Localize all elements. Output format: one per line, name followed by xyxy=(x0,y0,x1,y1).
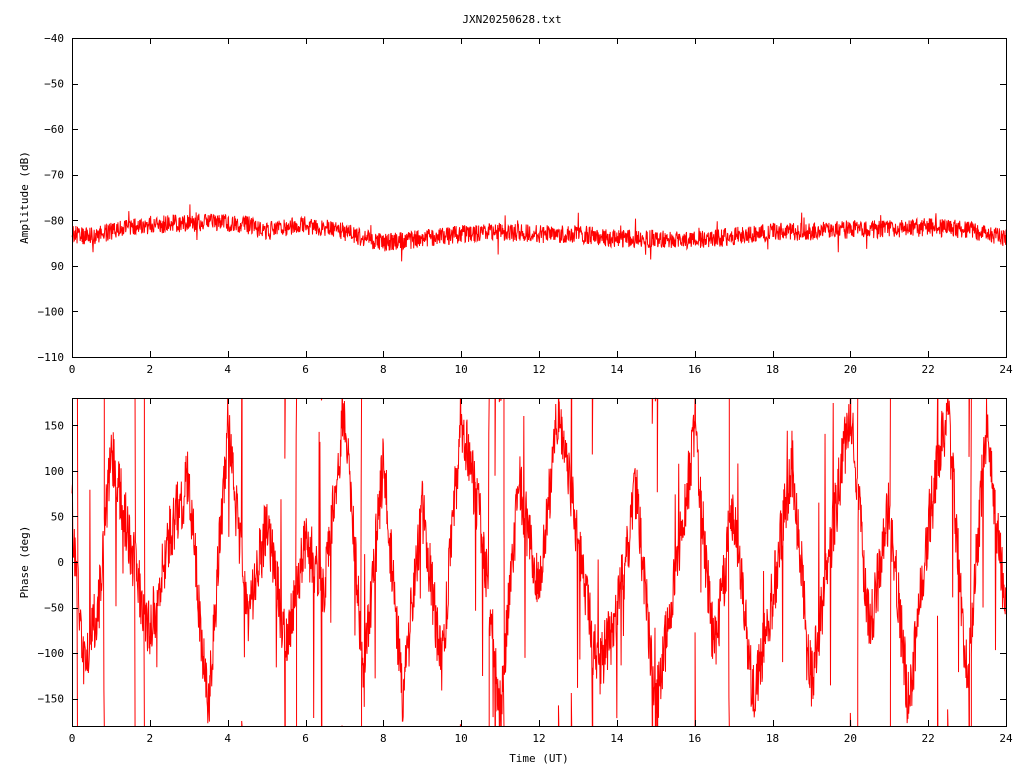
phase-y-tick-label: −150 xyxy=(38,693,65,706)
amplitude-x-tick-label: 12 xyxy=(532,363,545,376)
phase-y-tick-label: 150 xyxy=(44,419,64,432)
amplitude-y-tick-label: −110 xyxy=(38,351,65,364)
amplitude-y-tick-label: −80 xyxy=(44,214,64,227)
amplitude-y-tick-label: 90 xyxy=(51,260,64,273)
phase-y-tick-label: 0 xyxy=(57,556,64,569)
amplitude-x-tick-label: 22 xyxy=(922,363,935,376)
amplitude-y-tick-label: −100 xyxy=(38,305,65,318)
amplitude-plot-frame xyxy=(72,38,1007,358)
amplitude-x-tick-label: 6 xyxy=(302,363,309,376)
phase-x-tick-label: 18 xyxy=(766,732,779,745)
phase-x-tick-label: 10 xyxy=(455,732,468,745)
phase-x-axis-label: Time (UT) xyxy=(509,752,569,765)
amplitude-x-tick-label: 8 xyxy=(380,363,387,376)
phase-x-tick-label: 14 xyxy=(610,732,624,745)
phase-x-tick-label: 16 xyxy=(688,732,701,745)
phase-y-tick-label: −100 xyxy=(38,647,65,660)
amplitude-y-axis-label: Amplitude (dB) xyxy=(18,151,31,244)
amplitude-x-tick-label: 14 xyxy=(610,363,624,376)
phase-x-tick-label: 4 xyxy=(224,732,231,745)
amplitude-x-tick-label: 2 xyxy=(147,363,154,376)
amplitude-x-tick-label: 24 xyxy=(999,363,1013,376)
phase-y-axis-label: Phase (deg) xyxy=(18,526,31,599)
amplitude-series-line xyxy=(71,204,1007,262)
amplitude-x-tick-label: 4 xyxy=(224,363,231,376)
phase-y-tick-label: −50 xyxy=(44,602,64,615)
amplitude-x-tick-label: 18 xyxy=(766,363,779,376)
phase-x-tick-label: 12 xyxy=(532,732,545,745)
phase-x-tick-label: 0 xyxy=(69,732,76,745)
phase-series-line xyxy=(71,397,1007,727)
phase-x-tick-label: 22 xyxy=(922,732,935,745)
phase-x-tick-label: 8 xyxy=(380,732,387,745)
amplitude-x-tick-label: 20 xyxy=(844,363,857,376)
amplitude-x-tick-label: 0 xyxy=(69,363,76,376)
chart-title: JXN20250628.txt xyxy=(462,13,561,26)
phase-y-tick-label: 100 xyxy=(44,465,64,478)
phase-x-tick-label: 6 xyxy=(302,732,309,745)
amplitude-y-tick-label: −50 xyxy=(44,78,64,91)
phase-x-tick-label: 24 xyxy=(999,732,1013,745)
phase-y-tick-label: 50 xyxy=(51,510,64,523)
phase-x-tick-label: 2 xyxy=(147,732,154,745)
amplitude-x-tick-label: 10 xyxy=(455,363,468,376)
amplitude-y-tick-label: −40 xyxy=(44,32,64,45)
phase-plot-frame xyxy=(72,398,1007,727)
amplitude-y-tick-label: −60 xyxy=(44,123,64,136)
amplitude-y-tick-label: −70 xyxy=(44,169,64,182)
phase-x-tick-label: 20 xyxy=(844,732,857,745)
amplitude-x-tick-label: 16 xyxy=(688,363,701,376)
